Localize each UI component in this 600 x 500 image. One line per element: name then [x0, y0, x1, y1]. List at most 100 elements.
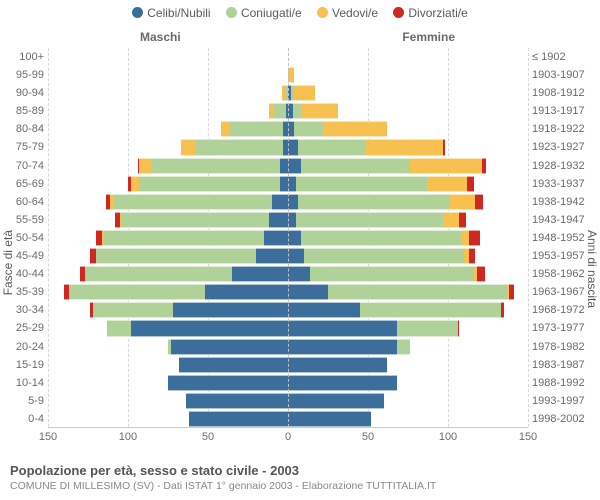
bar-segment — [397, 320, 458, 336]
bar-segment — [139, 176, 280, 192]
bar-segment — [469, 230, 480, 246]
male-half — [48, 85, 288, 101]
chart-footer: Popolazione per età, sesso e stato civil… — [10, 463, 590, 492]
center-line — [288, 48, 289, 427]
female-half — [288, 302, 528, 318]
bar-segment — [181, 139, 195, 155]
bar-segment — [128, 176, 131, 192]
bar-segment — [288, 284, 328, 300]
age-label: 90-94 — [0, 84, 44, 102]
bar-segment — [288, 176, 296, 192]
bar-segment — [205, 284, 288, 300]
age-label: 50-54 — [0, 229, 44, 247]
bar-segment — [96, 248, 256, 264]
year-label: 1963-1967 — [532, 283, 598, 301]
age-label: 80-84 — [0, 120, 44, 138]
bar-segment — [272, 194, 288, 210]
bar-segment — [96, 230, 102, 246]
age-label: 95-99 — [0, 66, 44, 84]
male-half — [48, 320, 288, 336]
female-half — [288, 339, 528, 355]
female-half — [288, 266, 528, 282]
bar-segment — [459, 212, 465, 228]
bar-segment — [296, 212, 443, 228]
female-half — [288, 194, 528, 210]
bar-segment — [328, 284, 507, 300]
gridline — [528, 48, 529, 427]
bar-segment — [304, 248, 464, 264]
swatch-celibi — [132, 7, 143, 18]
female-half — [288, 121, 528, 137]
age-label: 85-89 — [0, 102, 44, 120]
bar-segment — [195, 139, 283, 155]
bar-segment — [450, 194, 476, 210]
legend-label: Coniugati/e — [241, 6, 302, 20]
bar-segment — [323, 121, 387, 137]
female-half — [288, 103, 528, 119]
male-half — [48, 339, 288, 355]
bar-segment — [288, 302, 360, 318]
bar-segment — [168, 339, 171, 355]
year-label: 1953-1957 — [532, 247, 598, 265]
age-label: 30-34 — [0, 301, 44, 319]
bar-segment — [131, 176, 139, 192]
bar-segment — [171, 339, 288, 355]
bar-segment — [501, 302, 504, 318]
x-tick-label: 150 — [39, 431, 57, 443]
year-label: 1968-1972 — [532, 301, 598, 319]
bar-segment — [443, 139, 445, 155]
legend-item-coniugati: Coniugati/e — [226, 6, 302, 20]
male-half — [48, 284, 288, 300]
bar-segment — [294, 121, 323, 137]
age-label: 0-4 — [0, 410, 44, 428]
year-label: 1943-1947 — [532, 211, 598, 229]
legend-item-vedovi: Vedovi/e — [317, 6, 378, 20]
bar-segment — [298, 139, 367, 155]
year-label: 1958-1962 — [532, 265, 598, 283]
female-half — [288, 411, 528, 427]
bar-segment — [475, 194, 483, 210]
bar-segment — [301, 230, 461, 246]
year-label: 1988-1992 — [532, 374, 598, 392]
male-half — [48, 266, 288, 282]
bar-segment — [102, 230, 104, 246]
bar-segment — [298, 194, 450, 210]
chart-title: Popolazione per età, sesso e stato civil… — [10, 463, 590, 478]
bar-segment — [288, 158, 301, 174]
age-label: 70-74 — [0, 157, 44, 175]
bar-segment — [288, 230, 301, 246]
x-tick-label: 150 — [519, 431, 537, 443]
bar-segment — [366, 139, 443, 155]
year-label: 1948-1952 — [532, 229, 598, 247]
year-label: 1918-1922 — [532, 120, 598, 138]
bar-segment — [477, 266, 485, 282]
bar-segment — [410, 158, 482, 174]
female-half — [288, 375, 528, 391]
swatch-divorziati — [393, 7, 404, 18]
male-half — [48, 357, 288, 373]
bar-segment — [114, 194, 272, 210]
bar-segment — [90, 248, 96, 264]
female-half — [288, 248, 528, 264]
bar-segment — [104, 230, 264, 246]
male-half — [48, 176, 288, 192]
year-label: 1933-1937 — [532, 175, 598, 193]
male-half — [48, 158, 288, 174]
bar-segment — [274, 103, 287, 119]
swatch-vedovi — [317, 7, 328, 18]
bar-segment — [64, 284, 69, 300]
bar-segment — [482, 158, 487, 174]
female-half — [288, 49, 528, 65]
bar-segment — [469, 248, 475, 264]
bar-segment — [427, 176, 467, 192]
bar-segment — [280, 158, 288, 174]
bar-segment — [288, 393, 384, 409]
legend-item-divorziati: Divorziati/e — [393, 6, 467, 20]
legend-label: Celibi/Nubili — [147, 6, 210, 20]
legend-label: Vedovi/e — [332, 6, 378, 20]
female-half — [288, 67, 528, 83]
bar-segment — [296, 176, 427, 192]
x-tick-label: 100 — [119, 431, 137, 443]
bar-segment — [467, 176, 473, 192]
bar-segment — [288, 266, 310, 282]
